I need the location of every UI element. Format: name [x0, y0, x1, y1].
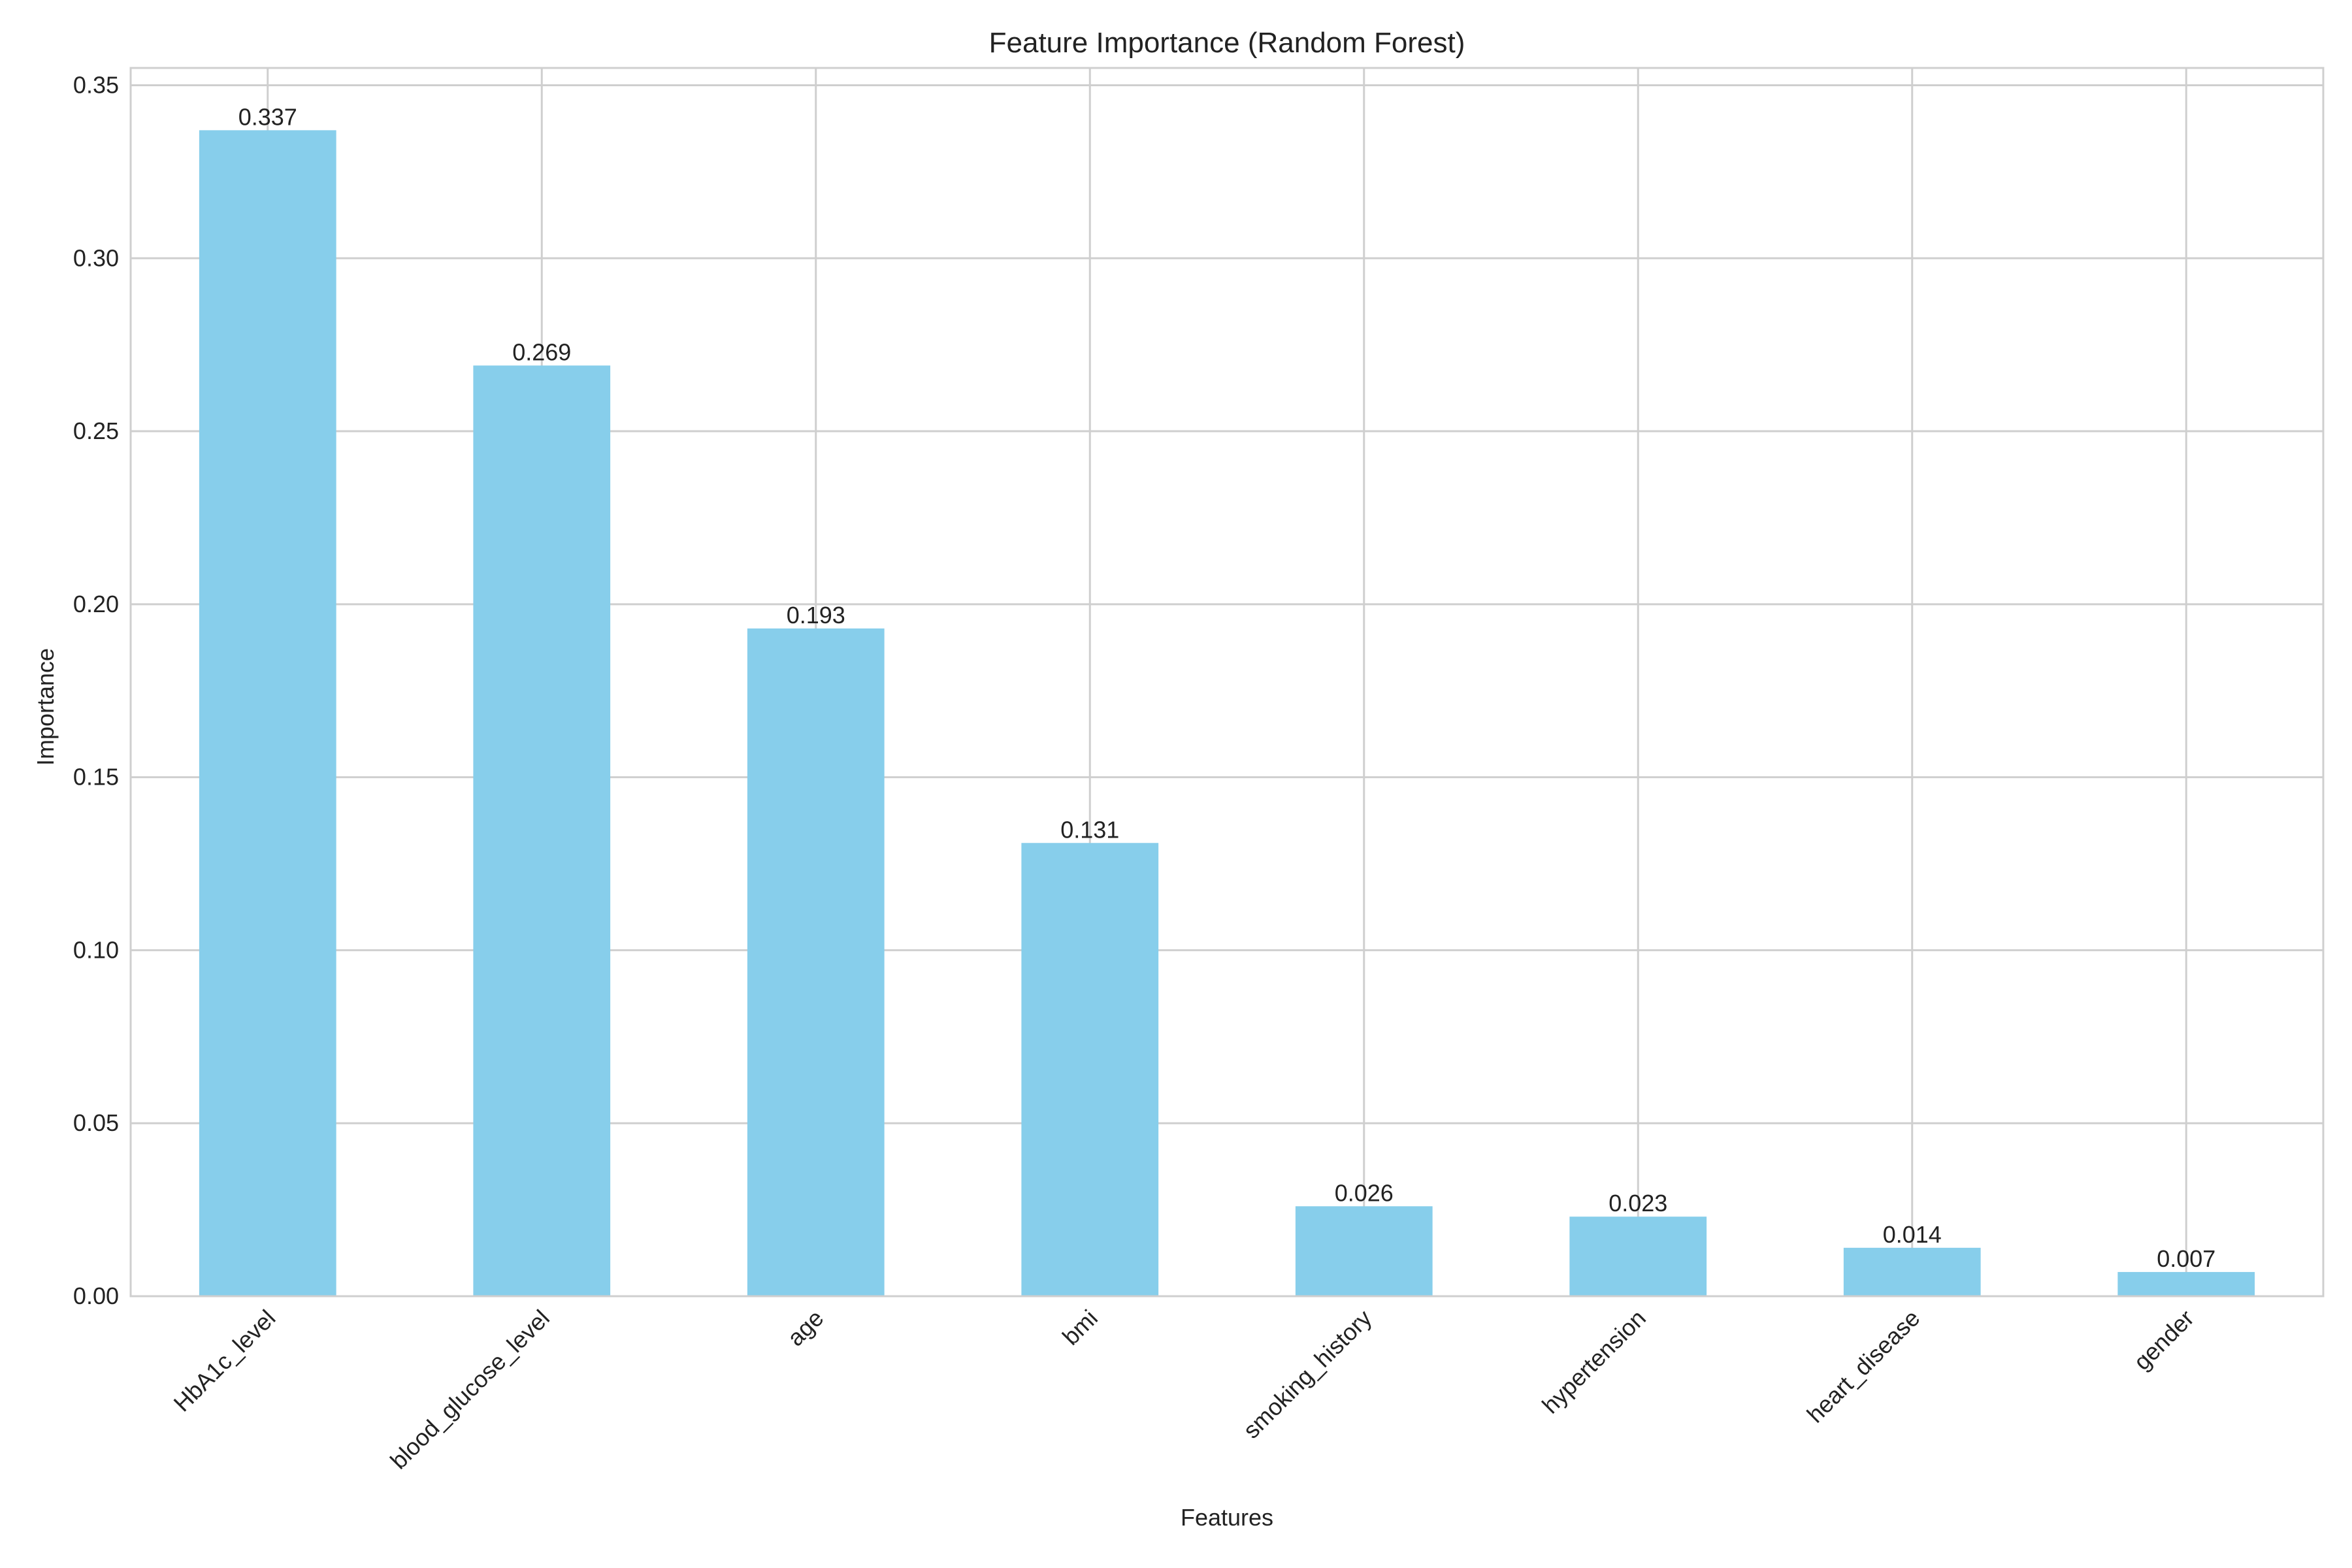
y-tick-label: 0.25: [73, 417, 119, 444]
bar-heart-disease: [1843, 1247, 1981, 1296]
bar-value-label: 0.023: [1609, 1190, 1667, 1217]
bar-blood-glucose-level: [473, 365, 611, 1296]
bar-value-label: 0.269: [512, 338, 571, 365]
x-axis-label: Features: [1181, 1504, 1273, 1531]
y-tick-label: 0.00: [73, 1282, 119, 1309]
bar-gender: [2117, 1271, 2255, 1296]
bar-value-label: 0.131: [1060, 816, 1119, 843]
y-tick-label: 0.35: [73, 71, 119, 98]
bars-layer: [199, 130, 2255, 1296]
bar-smoking-history: [1295, 1206, 1433, 1296]
bar-value-label: 0.193: [787, 602, 845, 629]
y-tick-label: 0.05: [73, 1109, 119, 1136]
bar-hypertension: [1569, 1217, 1707, 1296]
y-tick-label: 0.10: [73, 936, 119, 963]
y-tick-label: 0.20: [73, 591, 119, 617]
bar-hba1c-level: [199, 130, 336, 1296]
bar-bmi: [1021, 843, 1159, 1296]
bar-value-label: 0.007: [2157, 1245, 2215, 1272]
y-axis-label: Importance: [32, 648, 59, 766]
y-tick-label: 0.15: [73, 764, 119, 791]
chart-title: Feature Importance (Random Forest): [989, 27, 1465, 59]
plot-frame: [129, 67, 2325, 1298]
bar-value-label: 0.026: [1335, 1179, 1394, 1206]
data-labels-layer: 0.337 0.269 0.193 0.131 0.026 0.023 0.014 0.007: [238, 103, 2216, 1272]
y-tick-label: 0.30: [73, 244, 119, 271]
bar-value-label: 0.337: [238, 103, 297, 130]
bar-age: [747, 628, 885, 1296]
bar-value-label: 0.014: [1883, 1221, 1942, 1248]
